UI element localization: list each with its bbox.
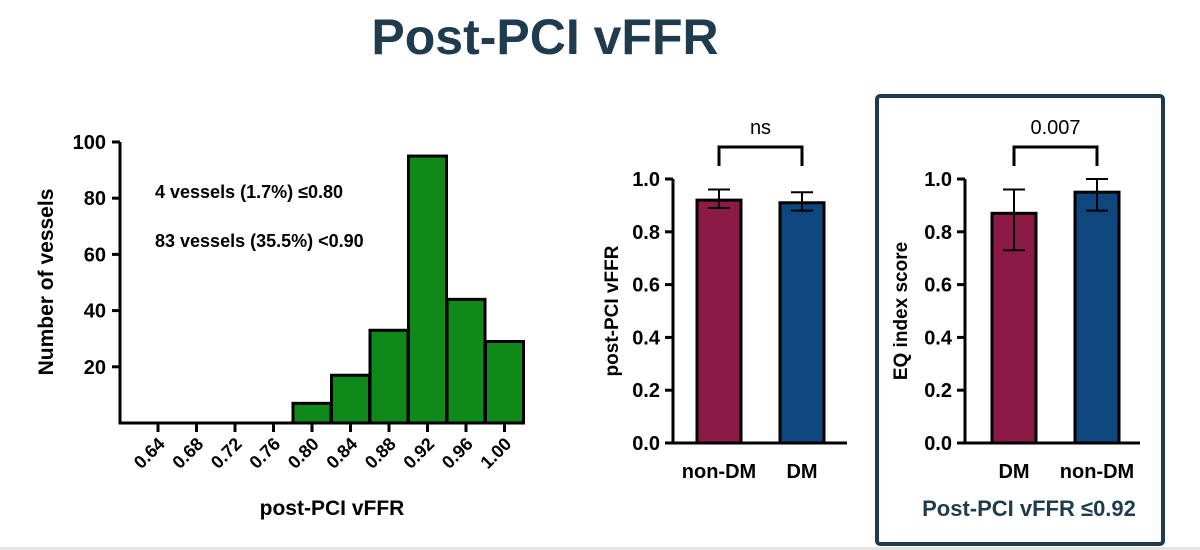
x-tick-label: 0.80 <box>284 434 323 473</box>
x-axis-label: post-PCI vFFR <box>260 497 405 520</box>
x-tick-label: 0.72 <box>207 434 246 473</box>
histogram-bar <box>330 373 371 425</box>
y-tick-label: 0.6 <box>632 275 660 297</box>
y-axis-label: EQ index score <box>891 242 912 380</box>
bar-non-dm <box>1073 190 1121 445</box>
significance-label: ns <box>750 117 771 139</box>
y-tick-label: 1.0 <box>924 169 952 191</box>
histogram-bar <box>407 154 448 425</box>
y-tick-label: 60 <box>84 244 106 266</box>
x-tick-label: 1.00 <box>476 434 515 473</box>
y-tick-label: 0.4 <box>924 327 953 349</box>
y-axis-label: post-PCI vFFR <box>602 245 623 376</box>
x-category-label: non-DM <box>682 461 756 483</box>
x-tick-label: 0.68 <box>168 434 207 473</box>
y-tick-label: 100 <box>73 132 106 154</box>
y-tick-label: 0.8 <box>632 222 660 244</box>
x-tick-label: 0.88 <box>361 434 400 473</box>
x-tick-label: 0.76 <box>245 434 284 473</box>
x-tick-label: 0.84 <box>322 434 361 473</box>
histogram-bar <box>368 328 410 425</box>
y-tick-label: 0.0 <box>632 433 660 455</box>
y-tick-label: 80 <box>84 188 106 210</box>
chart-caption: Post-PCI vFFR ≤0.92 <box>922 496 1136 521</box>
significance-bracket <box>1012 145 1099 166</box>
x-category-label: DM <box>998 461 1029 483</box>
histogram-bar <box>291 401 333 425</box>
slide-bottom-rule <box>0 547 1200 550</box>
page-title: Post-PCI vFFR <box>371 9 719 65</box>
annotation-text: 83 vessels (35.5%) <0.90 <box>155 231 364 251</box>
x-tick-label: 0.64 <box>130 434 169 473</box>
y-tick-label: 0.6 <box>924 275 952 297</box>
significance-label: 0.007 <box>1030 117 1080 139</box>
histogram-bar <box>484 340 525 425</box>
significance-bracket <box>717 145 804 166</box>
y-tick-label: 0.0 <box>924 433 952 455</box>
dm-comparison-chart: 0.0 0.2 0.4 0.6 0.8 1.0 non-DM DM ns post-PCI vFF… <box>602 117 847 483</box>
bar-dm <box>778 201 826 445</box>
y-tick-label: 1.0 <box>632 169 660 191</box>
bar-non-dm <box>695 198 743 445</box>
y-tick-label: 40 <box>84 301 106 323</box>
y-tick-label: 0.2 <box>924 380 952 402</box>
x-tick-label: 0.96 <box>438 434 477 473</box>
y-tick-label: 20 <box>84 357 106 379</box>
x-category-label: DM <box>786 461 817 483</box>
eq-index-chart: 0.0 0.2 0.4 0.6 0.8 1.0 DM non-DM 0.007 EQ index … <box>891 117 1140 521</box>
annotation-text: 4 vessels (1.7%) ≤0.80 <box>155 182 343 202</box>
x-tick-label: 0.92 <box>399 434 438 473</box>
y-tick-label: 0.8 <box>924 222 952 244</box>
histogram-bar <box>445 297 487 425</box>
bar-dm <box>990 211 1038 445</box>
y-axis-label: Number of vessels <box>35 189 58 376</box>
y-tick-label: 0.4 <box>632 327 661 349</box>
y-tick-label: 0.2 <box>632 380 660 402</box>
highlight-box <box>875 94 1165 546</box>
x-category-label: non-DM <box>1060 461 1134 483</box>
